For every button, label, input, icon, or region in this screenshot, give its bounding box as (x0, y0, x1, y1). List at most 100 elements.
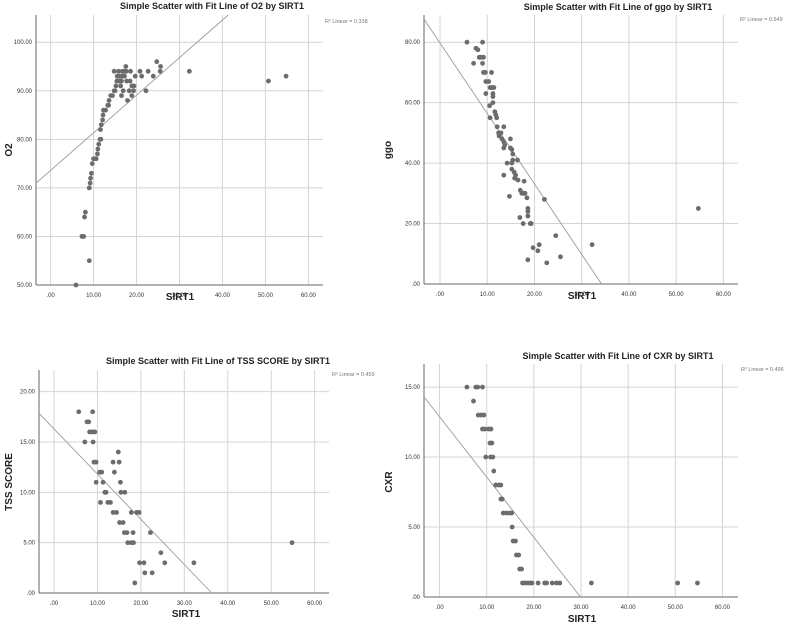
x-axis-label: SIRT1 (568, 291, 597, 302)
data-point (509, 147, 515, 152)
x-tick-label: 10.00 (86, 293, 102, 299)
y-tick-label: 70.00 (17, 186, 33, 192)
data-point (504, 160, 510, 166)
data-point (510, 157, 516, 163)
data-point (86, 185, 92, 191)
data-point (491, 85, 497, 90)
data-point (136, 510, 142, 515)
x-tick-label: .00 (436, 292, 445, 298)
data-point (695, 580, 700, 586)
data-point (142, 570, 148, 576)
data-point (106, 102, 112, 108)
data-point (509, 524, 515, 530)
data-point (494, 124, 500, 130)
data-point (90, 409, 96, 415)
data-point (494, 115, 500, 121)
y-tick-label: 20.00 (405, 222, 421, 228)
data-point (86, 419, 92, 425)
data-point (536, 242, 542, 248)
data-point (588, 580, 594, 586)
y-tick-label: 5.00 (408, 525, 420, 531)
data-point (513, 538, 518, 544)
y-tick-label: 80.00 (17, 137, 33, 143)
data-point (191, 560, 197, 566)
data-point (128, 68, 133, 74)
y-tick-label: 15.00 (20, 440, 36, 446)
data-point (486, 79, 492, 84)
x-tick-label: 20.00 (133, 601, 149, 607)
data-point (499, 496, 505, 502)
data-point (283, 73, 289, 79)
data-point (89, 170, 94, 176)
x-tick-label: .00 (46, 293, 55, 299)
data-point (481, 54, 486, 60)
y-tick-label: .00 (412, 282, 421, 288)
x-tick-label: 50.00 (669, 292, 685, 298)
data-point (489, 70, 494, 75)
data-point (480, 384, 485, 390)
data-point (549, 580, 555, 586)
x-tick-label: 30.00 (172, 293, 188, 299)
data-point (553, 233, 559, 239)
data-point (111, 68, 117, 74)
data-point (529, 580, 535, 586)
chart-panel-3: .00 10.00 20.00 30.00 40.00 50.00 60.00 .00 5.00… (4, 356, 375, 620)
chart-title: Simple Scatter with Fit Line of ggo by S… (524, 2, 713, 12)
data-point (490, 94, 496, 100)
data-point (471, 60, 476, 66)
x-tick-label: .00 (435, 605, 444, 611)
data-point (148, 530, 153, 535)
data-point (126, 88, 132, 94)
y-tick-label: 40.00 (405, 161, 421, 167)
data-point (139, 73, 145, 79)
y-tick-label: 10.00 (20, 490, 36, 496)
data-point (114, 510, 119, 515)
data-point (517, 215, 523, 220)
x-tick-label: 60.00 (715, 605, 731, 611)
data-point (127, 78, 133, 84)
data-point (93, 459, 99, 465)
x-tick-label: 50.00 (258, 293, 274, 299)
data-point (100, 112, 106, 118)
data-point (500, 510, 506, 516)
data-point (154, 59, 160, 65)
x-tick-label: 30.00 (177, 601, 193, 607)
data-point (487, 115, 493, 121)
data-point (111, 88, 117, 94)
data-point (501, 172, 507, 178)
fit-line (38, 412, 213, 594)
chart-title: Simple Scatter with Fit Line of TSS SCOR… (106, 356, 330, 366)
x-tick-label: 40.00 (621, 605, 637, 611)
data-point (118, 479, 123, 485)
x-axis-label: SIRT1 (172, 609, 201, 620)
x-tick-label: 10.00 (90, 601, 106, 607)
y-tick-label: 80.00 (405, 40, 421, 46)
data-point (137, 560, 142, 566)
data-point (123, 68, 129, 74)
data-point (516, 552, 522, 558)
data-point (100, 479, 106, 485)
data-point (530, 245, 536, 251)
data-point (124, 530, 130, 535)
data-point (289, 540, 295, 546)
data-point (535, 248, 541, 254)
data-point (118, 489, 124, 495)
x-axis-label: SIRT1 (568, 614, 597, 625)
data-point (115, 449, 121, 455)
data-point (488, 426, 494, 432)
data-point (95, 146, 101, 152)
data-point (464, 39, 470, 45)
data-point (521, 178, 527, 184)
data-point (123, 64, 129, 69)
data-point (137, 68, 143, 74)
data-point (483, 91, 489, 96)
y-axis-label: O2 (4, 143, 15, 157)
r2-label: R² Linear = 0.459 (332, 372, 375, 378)
chart-title: Simple Scatter with Fit Line of CXR by S… (522, 351, 713, 361)
y-tick-label: 60.00 (405, 101, 421, 107)
x-tick-label: 20.00 (129, 293, 145, 299)
data-point (471, 398, 476, 404)
data-point (519, 566, 524, 572)
data-point (490, 100, 496, 106)
